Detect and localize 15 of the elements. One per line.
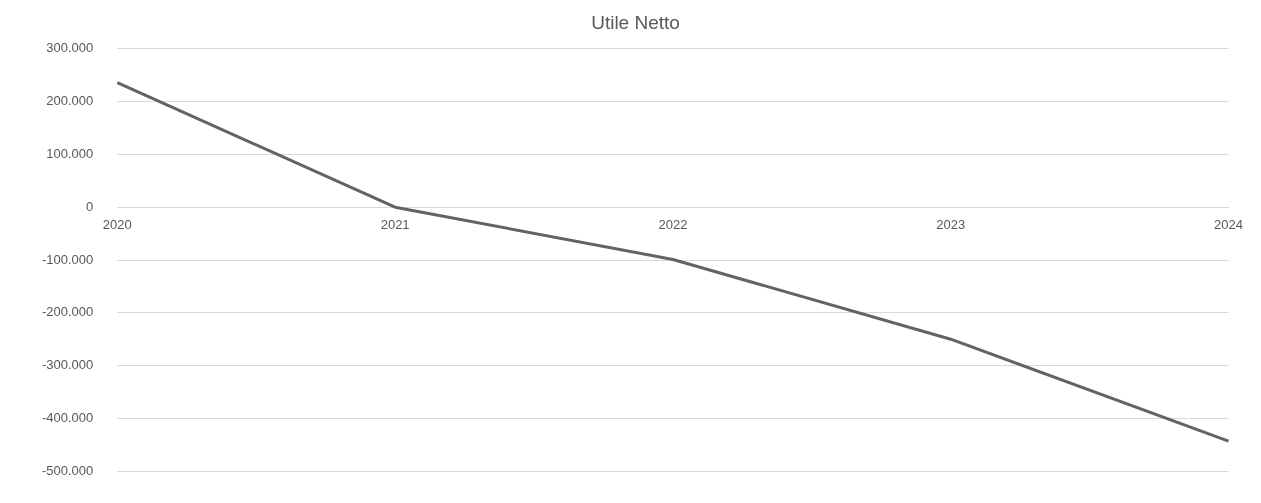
x-tick-label: 2021: [380, 216, 410, 232]
y-tick-label: -100.000: [41, 251, 94, 267]
chart-title: Utile Netto: [591, 11, 680, 33]
y-tick-label: 300.000: [46, 40, 94, 56]
y-tick-label: -400.000: [41, 409, 94, 425]
y-tick-label: -300.000: [41, 357, 94, 373]
y-tick-label: 0: [86, 198, 94, 214]
x-tick-label: 2020: [102, 216, 132, 232]
x-tick-label: 2023: [936, 216, 966, 232]
x-tick-label: 2022: [658, 216, 688, 232]
y-tick-label: -200.000: [41, 304, 94, 320]
y-tick-label: 100.000: [46, 145, 94, 161]
y-tick-label: 200.000: [46, 93, 94, 109]
y-tick-label: -500.000: [41, 462, 94, 478]
x-tick-label: 2024: [1214, 216, 1243, 232]
